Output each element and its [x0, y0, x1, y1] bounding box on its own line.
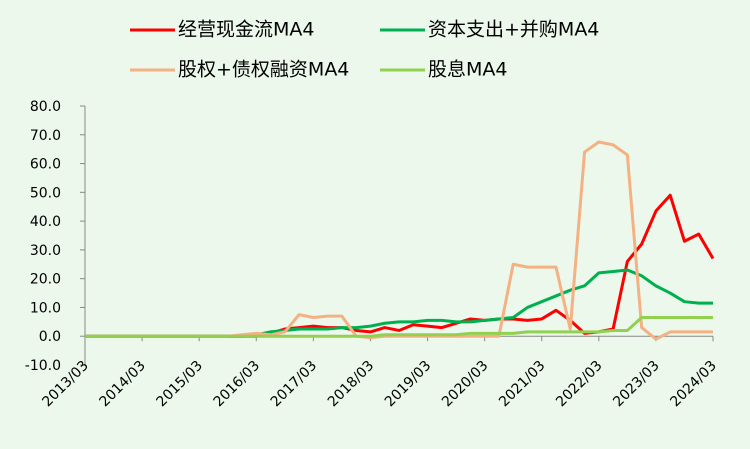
y-tick-label: -10.0: [25, 358, 61, 374]
x-tick-label: 2016/03: [211, 358, 263, 410]
x-tick-label: 2024/03: [667, 358, 719, 410]
y-tick-label: 30.0: [30, 243, 61, 259]
x-tick-label: 2022/03: [553, 358, 605, 410]
line-series: [85, 193, 715, 338]
y-tick-label: 10.0: [30, 300, 61, 316]
line-series: [85, 140, 713, 341]
x-tick-label: 2015/03: [154, 358, 206, 410]
y-tick-label: 20.0: [30, 272, 61, 288]
legend-label: 经营现金流MA4: [178, 19, 314, 41]
legend-label: 股息MA4: [428, 59, 507, 81]
y-tick-label: 40.0: [30, 214, 61, 230]
x-tick-label: 2021/03: [496, 358, 548, 410]
y-tick-label: 0.0: [39, 329, 61, 345]
x-tick-label: 2018/03: [325, 358, 377, 410]
x-tick-label: 2020/03: [439, 358, 491, 410]
y-tick-label: 70.0: [30, 128, 61, 144]
x-tick-label: 2014/03: [96, 358, 148, 410]
x-tick-label: 2019/03: [382, 358, 434, 410]
legend-label: 股权+债权融资MA4: [178, 59, 349, 81]
legend-label: 资本支出+并购MA4: [428, 19, 599, 41]
x-tick-label: 2017/03: [268, 358, 320, 410]
y-tick-label: 80.0: [30, 99, 61, 115]
y-tick-label: 60.0: [30, 157, 61, 173]
x-tick-label: 2023/03: [610, 358, 662, 410]
line-series: [85, 316, 713, 338]
y-tick-label: 50.0: [30, 185, 61, 201]
